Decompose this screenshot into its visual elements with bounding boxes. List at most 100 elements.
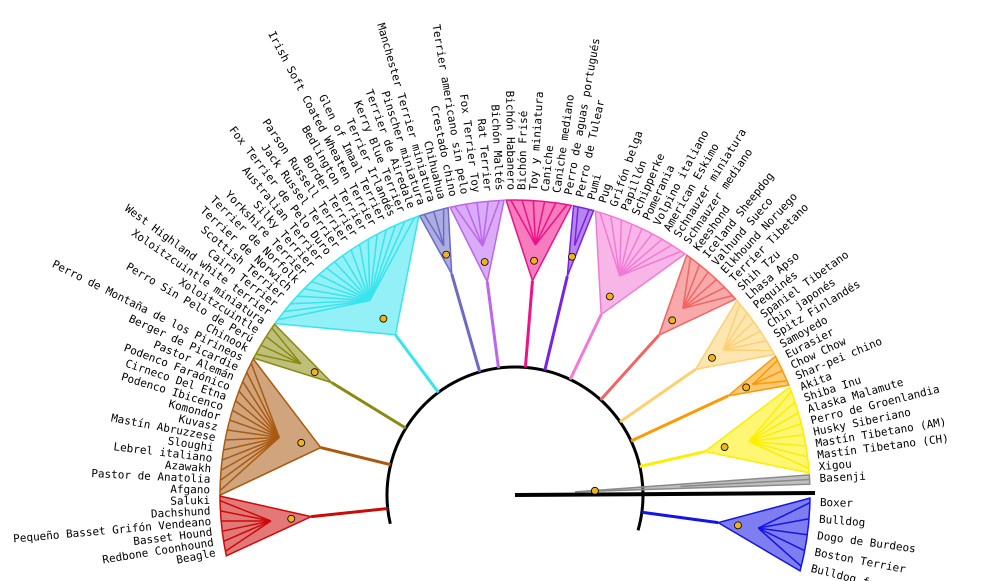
clade-wedge xyxy=(703,385,810,474)
leaf-branch xyxy=(752,369,783,386)
leaf-branch xyxy=(682,278,718,310)
backbone-root xyxy=(514,491,816,497)
leaf-label: Pug xyxy=(596,182,614,205)
leaf-branch xyxy=(227,429,280,439)
leaf-branch xyxy=(311,280,371,302)
leaf-branch xyxy=(242,381,280,438)
leaf-branch xyxy=(573,209,590,246)
leaf-branch xyxy=(423,213,445,247)
leaf-branch xyxy=(219,436,280,481)
leaf-branch xyxy=(297,295,370,302)
leaf-branch xyxy=(722,321,755,351)
leaf-branch xyxy=(682,257,692,309)
node-marker xyxy=(742,383,751,392)
leaf-branch xyxy=(271,327,302,365)
leaf-branch xyxy=(223,520,272,542)
leaf-branch xyxy=(235,400,280,439)
leaf-branch xyxy=(521,199,537,246)
clade-wedge xyxy=(219,495,314,557)
clade-stem xyxy=(310,507,388,519)
node-marker xyxy=(605,292,614,301)
leaf-branch xyxy=(265,335,302,365)
clade-wedge xyxy=(574,474,811,493)
leaf-branch xyxy=(232,409,280,439)
leaf-branch xyxy=(680,478,810,488)
leaf-branch xyxy=(219,500,272,522)
leaf-branch xyxy=(618,223,633,277)
branches xyxy=(219,199,816,573)
leaf-label: Azawakh xyxy=(164,459,211,476)
leaf-label: Boxer xyxy=(820,496,854,510)
leaf-branch xyxy=(220,436,280,471)
leaf-branch xyxy=(333,261,371,301)
leaf-branch xyxy=(255,353,302,365)
leaf-branch xyxy=(757,527,802,567)
leaf-branch xyxy=(223,436,280,451)
leaf-label: Pumi xyxy=(585,172,604,201)
leaf-branch xyxy=(682,294,733,310)
leaf-branch xyxy=(222,520,272,532)
leaf-branch xyxy=(225,520,272,552)
node-marker xyxy=(310,368,319,377)
leaf-label: Saluki xyxy=(170,494,210,508)
leaf-branch xyxy=(599,212,621,277)
leaf-branch xyxy=(619,238,663,277)
leaf-branch xyxy=(350,249,371,301)
leaf-label: Xigou xyxy=(818,457,852,473)
clade-wedge xyxy=(566,204,595,277)
node-marker xyxy=(297,438,306,447)
leaf-branch xyxy=(220,510,272,522)
leaf-branch xyxy=(369,234,378,301)
clade-wedge xyxy=(716,497,811,573)
clade-stem xyxy=(523,280,534,368)
node-marker xyxy=(568,252,576,261)
leaf-branch xyxy=(219,436,280,492)
leaf-branch xyxy=(757,527,806,552)
clade-wedge xyxy=(657,253,737,337)
leaf-branch xyxy=(748,423,802,443)
node-marker xyxy=(734,521,742,530)
clade-stem xyxy=(320,446,392,467)
leaf-branch xyxy=(342,255,371,301)
leaf-branch xyxy=(534,202,557,246)
leaf-branch xyxy=(722,303,741,351)
node-marker xyxy=(379,314,388,323)
clade-wedge xyxy=(449,199,506,285)
leaf-branch xyxy=(618,233,653,277)
leaf-branch xyxy=(532,200,537,245)
clade-stem xyxy=(568,313,603,381)
clade-stem xyxy=(330,381,407,430)
leaf-branch xyxy=(250,362,280,438)
leaf-label: Toy y miniatura xyxy=(527,91,546,191)
clade-stem xyxy=(543,275,569,371)
leaf-label: Bichón Maltés xyxy=(488,104,506,191)
leaf-branch xyxy=(476,202,484,247)
leaf-branch xyxy=(260,344,302,365)
leaf-label: Bulldog xyxy=(819,513,866,530)
leaf-branch xyxy=(573,206,579,246)
leaf-branch xyxy=(618,228,643,277)
leaf-branch xyxy=(369,221,406,301)
leaf-branch xyxy=(682,271,709,309)
leaf-branch xyxy=(326,267,371,302)
clade-stem xyxy=(394,333,440,394)
leaf-branch xyxy=(748,440,808,458)
leaf-branch xyxy=(246,371,280,438)
leaf-branch xyxy=(225,436,280,441)
leaf-branch xyxy=(609,215,621,277)
leaf-branch xyxy=(481,200,501,247)
leaf-branch xyxy=(748,401,796,443)
leaf-branch xyxy=(369,229,388,301)
leaf-label: Afgano xyxy=(170,483,210,497)
leaf-branch xyxy=(358,244,371,301)
leaf-branch xyxy=(318,274,371,302)
leaf-branch xyxy=(748,390,792,442)
clade-stem xyxy=(599,334,660,401)
leaf-branch xyxy=(758,518,810,529)
leaf-branch xyxy=(454,205,484,247)
leaf-branch xyxy=(748,440,810,469)
leaf-branch xyxy=(619,244,673,277)
leaf-branch xyxy=(221,436,280,461)
